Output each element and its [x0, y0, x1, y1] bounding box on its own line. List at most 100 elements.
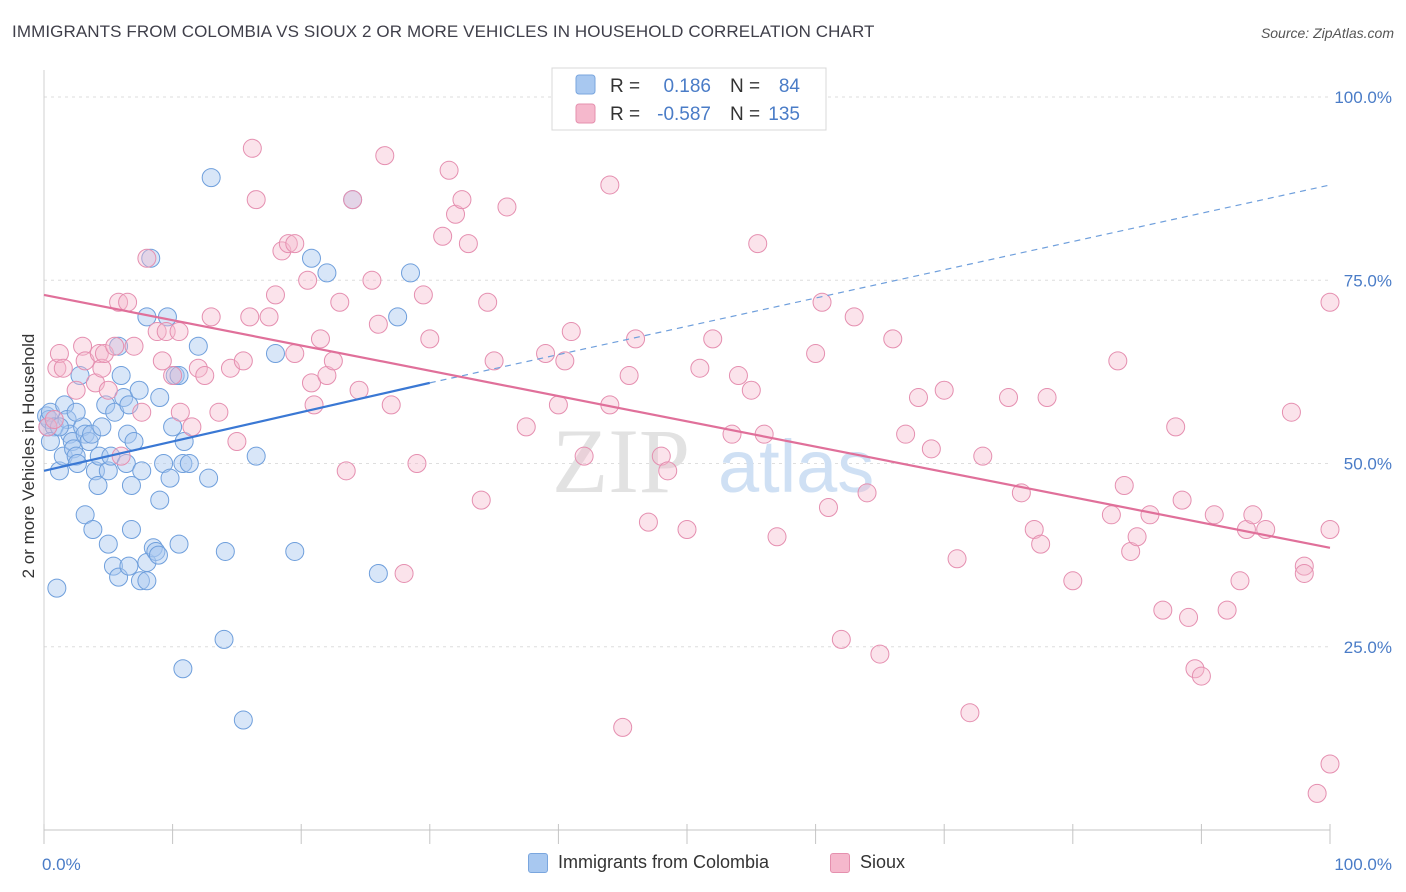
point-sioux-74	[561, 322, 581, 342]
point-sioux-54	[368, 314, 388, 334]
point-sioux-11	[94, 344, 114, 364]
point-sioux-108	[999, 388, 1018, 408]
point-colombia-30	[118, 424, 138, 444]
point-sioux-44	[301, 373, 321, 393]
point-sioux-25	[170, 402, 190, 422]
point-sioux-99	[870, 644, 890, 664]
point-sioux-118	[1127, 527, 1147, 547]
chart-title: IMMIGRANTS FROM COLOMBIA VS SIOUX 2 OR M…	[12, 22, 875, 41]
point-sioux-9	[89, 344, 109, 364]
series-legend: Immigrants from Colombia Sioux	[0, 852, 1406, 878]
point-sioux-67	[478, 292, 498, 312]
point-sioux-136	[1320, 292, 1340, 312]
point-sioux-53	[362, 270, 382, 290]
legend-r-value-0: 0.186	[663, 76, 711, 97]
point-sioux-116	[1114, 475, 1134, 495]
point-sioux-89	[741, 380, 761, 400]
point-sioux-78	[613, 717, 633, 737]
point-sioux-1	[44, 410, 64, 430]
point-sioux-133	[1294, 556, 1314, 576]
point-colombia-37	[150, 388, 170, 408]
point-colombia-63	[83, 519, 103, 539]
point-colombia-64	[98, 534, 118, 554]
point-sioux-134	[1294, 563, 1314, 583]
point-sioux-81	[638, 512, 658, 532]
point-sioux-107	[973, 446, 993, 466]
point-sioux-124	[1185, 659, 1205, 679]
point-colombia-46	[179, 454, 199, 473]
point-sioux-46	[310, 329, 330, 349]
point-colombia-56	[301, 248, 321, 268]
point-colombia-34	[132, 461, 152, 481]
point-sioux-34	[240, 307, 260, 327]
point-colombia-62	[75, 505, 95, 525]
trend-lines	[43, 184, 1331, 549]
point-colombia-44	[173, 454, 193, 473]
point-sioux-35	[242, 138, 262, 158]
point-sioux-43	[298, 270, 318, 290]
legend-label-sioux: Sioux	[860, 852, 906, 872]
point-colombia-21	[92, 417, 112, 437]
point-sioux-17	[124, 336, 144, 356]
series-colombia-points	[37, 168, 421, 730]
point-sioux-51	[343, 190, 363, 210]
legend-swatch-sioux	[575, 103, 596, 124]
point-sioux-4	[53, 358, 73, 378]
point-colombia-7	[55, 395, 75, 415]
point-sioux-27	[188, 358, 208, 378]
watermark-zip: ZIP	[552, 410, 690, 512]
point-sioux-98	[857, 483, 877, 503]
point-sioux-69	[497, 197, 517, 217]
point-sioux-18	[132, 402, 152, 422]
point-colombia-47	[188, 336, 208, 356]
point-sioux-0	[38, 417, 58, 437]
point-sioux-106	[960, 703, 980, 723]
point-sioux-33	[233, 351, 253, 371]
grid-lines	[44, 96, 1330, 648]
point-sioux-79	[619, 366, 639, 386]
point-sioux-50	[336, 461, 356, 481]
x-tick-label-min: 0.0%	[42, 855, 81, 874]
point-colombia-52	[233, 710, 253, 730]
point-sioux-138	[1320, 519, 1340, 539]
point-colombia-40	[160, 468, 180, 488]
point-sioux-94	[812, 292, 832, 312]
point-sioux-72	[548, 395, 568, 415]
point-sioux-38	[265, 285, 285, 305]
point-sioux-19	[137, 248, 157, 268]
chart-source: Source: ZipAtlas.com	[1260, 25, 1394, 41]
point-colombia-81	[88, 475, 108, 495]
point-sioux-93	[806, 344, 826, 364]
trend-line-colombia	[43, 381, 431, 472]
point-sioux-29	[201, 307, 221, 327]
legend-item-colombia: Immigrants from Colombia	[528, 852, 769, 873]
point-colombia-50	[214, 629, 234, 649]
point-colombia-27	[111, 366, 131, 386]
legend-r-value-1: -0.587	[657, 104, 711, 125]
point-sioux-103	[921, 439, 941, 459]
point-sioux-56	[381, 395, 401, 415]
point-sioux-85	[690, 358, 710, 378]
point-colombia-57	[317, 263, 337, 283]
point-sioux-127	[1217, 600, 1237, 620]
point-sioux-119	[1140, 505, 1160, 525]
point-colombia-59	[368, 563, 388, 583]
point-sioux-23	[163, 366, 183, 386]
point-sioux-95	[818, 497, 838, 517]
point-sioux-126	[1204, 505, 1224, 525]
point-sioux-132	[1281, 402, 1301, 422]
point-sioux-105	[947, 549, 967, 569]
point-colombia-55	[285, 541, 305, 561]
point-sioux-90	[748, 234, 768, 254]
legend-n-label-0: N =	[730, 76, 760, 97]
point-colombia-67	[121, 519, 141, 539]
point-sioux-122	[1172, 490, 1192, 510]
legend-swatch-colombia-bottom	[528, 852, 548, 873]
point-sioux-65	[458, 234, 478, 254]
point-colombia-74	[148, 545, 168, 565]
point-sioux-83	[658, 461, 678, 481]
point-colombia-73	[146, 541, 166, 561]
point-sioux-40	[278, 234, 298, 254]
point-sioux-49	[330, 292, 350, 312]
legend-r-label-1: R =	[610, 104, 640, 125]
